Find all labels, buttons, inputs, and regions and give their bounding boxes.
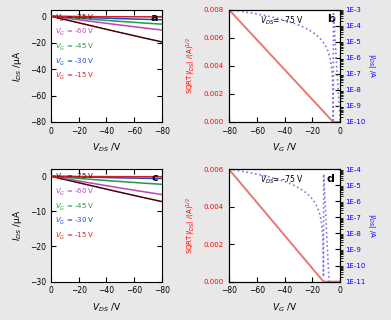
Text: $V_G^{}$ = -45 V: $V_G^{}$ = -45 V	[55, 41, 95, 52]
Text: $V_G^{}$ = -15 V: $V_G^{}$ = -15 V	[55, 230, 95, 241]
X-axis label: $V_{DS}$ /V: $V_{DS}$ /V	[92, 141, 121, 154]
Text: $V_G^{}$ = -75 V: $V_G^{}$ = -75 V	[55, 12, 95, 23]
X-axis label: $V_G$ /V: $V_G$ /V	[272, 141, 297, 154]
Y-axis label: SQRT$|I_{DS}|$ /(A)$^{1/2}$: SQRT$|I_{DS}|$ /(A)$^{1/2}$	[185, 37, 198, 94]
Text: $V_G^{}$ = -60 V: $V_G^{}$ = -60 V	[55, 27, 95, 37]
Y-axis label: $I_{DS}$ /μA: $I_{DS}$ /μA	[11, 50, 24, 82]
X-axis label: $V_{DS}$ /V: $V_{DS}$ /V	[92, 301, 121, 314]
Text: c: c	[151, 172, 158, 183]
Y-axis label: $|I_{DS}|$ /A: $|I_{DS}|$ /A	[366, 53, 377, 78]
X-axis label: $V_G$ /V: $V_G$ /V	[272, 301, 297, 314]
Text: $V_G^{}$ = -15 V: $V_G^{}$ = -15 V	[55, 70, 95, 81]
Text: a: a	[150, 13, 158, 23]
Text: $V_{DS}$= -75 V: $V_{DS}$= -75 V	[260, 174, 304, 186]
Text: $V_G^{}$ = -45 V: $V_G^{}$ = -45 V	[55, 201, 95, 212]
Text: $V_G^{}$ = -30 V: $V_G^{}$ = -30 V	[55, 56, 95, 67]
Y-axis label: $|I_{DS}|$ /A: $|I_{DS}|$ /A	[366, 213, 377, 238]
Text: $V_G^{}$ = -75 V: $V_G^{}$ = -75 V	[55, 172, 95, 182]
Text: d: d	[327, 174, 335, 184]
Text: $V_{DS}$= -75 V: $V_{DS}$= -75 V	[260, 14, 304, 27]
Text: $V_G^{}$ = -60 V: $V_G^{}$ = -60 V	[55, 186, 95, 197]
Y-axis label: SQRT$|I_{DS}|$ /(A)$^{1/2}$: SQRT$|I_{DS}|$ /(A)$^{1/2}$	[185, 197, 198, 254]
Y-axis label: $I_{DS}$ /μA: $I_{DS}$ /μA	[11, 210, 24, 241]
Text: b: b	[327, 14, 335, 24]
Text: $V_G^{}$ = -30 V: $V_G^{}$ = -30 V	[55, 215, 95, 226]
